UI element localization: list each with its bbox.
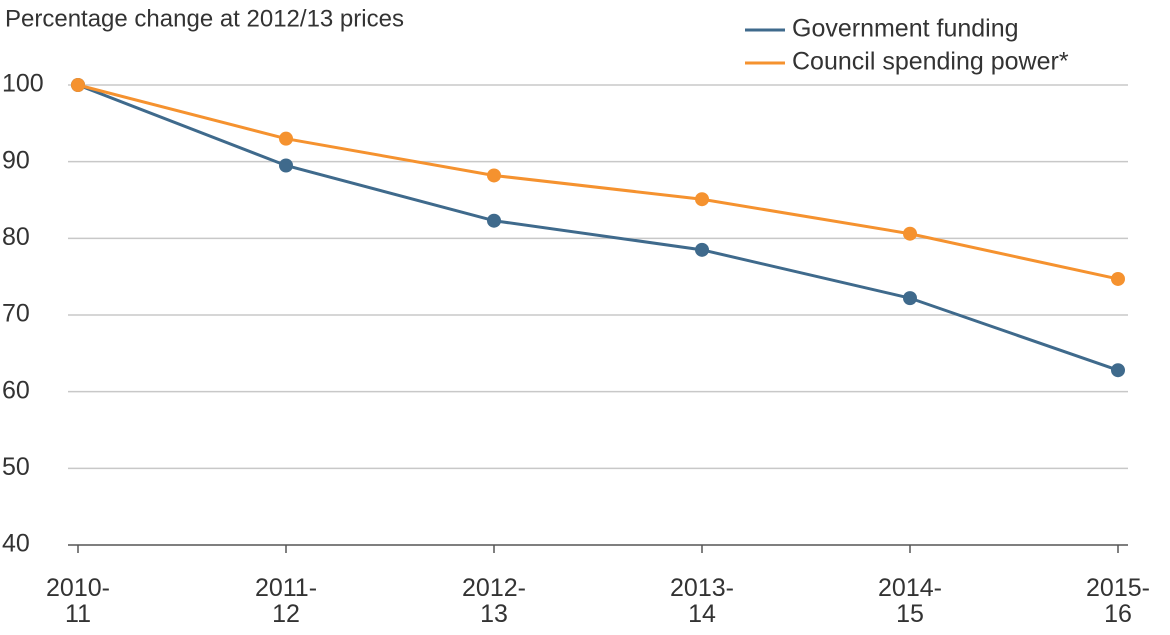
legend-label: Government funding	[792, 15, 1019, 43]
x-tick-label: 2015-16	[1086, 574, 1150, 628]
line-series	[77, 83, 1119, 372]
chart-subtitle: Percentage change at 2012/13 prices	[5, 5, 404, 32]
y-tick-label: 100	[2, 70, 44, 98]
y-tick-label: 80	[2, 223, 30, 251]
line-series	[77, 83, 1119, 281]
data-point	[1111, 271, 1125, 286]
x-tick-label: 2013-14	[670, 574, 734, 628]
y-tick-label: 90	[2, 146, 30, 174]
y-tick-label: 40	[2, 530, 30, 558]
data-point	[695, 192, 709, 207]
x-tick-label: 2010-11	[46, 574, 110, 628]
data-point	[487, 168, 501, 183]
data-point	[695, 242, 709, 257]
data-point	[279, 131, 293, 146]
data-point	[279, 158, 293, 173]
x-tick-label: 2011-12	[255, 574, 317, 628]
y-tick-label: 70	[2, 300, 30, 328]
legend-label: Council spending power*	[792, 48, 1069, 76]
data-point	[903, 226, 917, 241]
data-point	[903, 291, 917, 306]
x-tick-label: 2012-13	[462, 574, 526, 628]
data-point	[1111, 363, 1125, 378]
data-point	[487, 213, 501, 228]
x-tick-label: 2014-15	[878, 574, 942, 628]
data-point	[71, 78, 85, 92]
y-tick-label: 50	[2, 453, 30, 481]
y-tick-label: 60	[2, 376, 30, 404]
